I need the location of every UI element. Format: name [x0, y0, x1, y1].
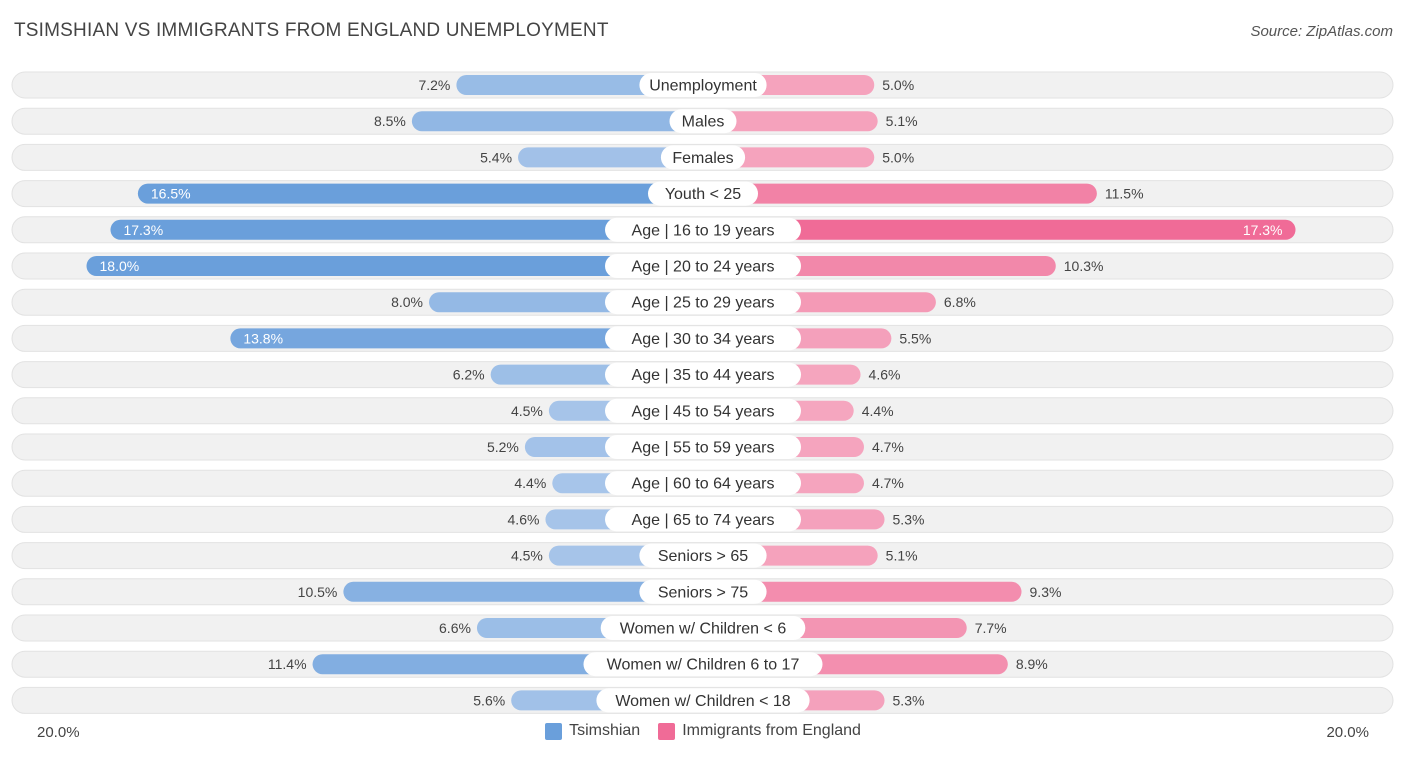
bar-tsimshian-seniors-75 [343, 581, 703, 602]
value-label-tsimshian-age-65-to-74-years: 4.6% [508, 511, 540, 527]
value-label-tsimshian-age-16-to-19-years: 17.3% [123, 222, 163, 238]
value-label-immigrants-from-england-age-25-to-29-years: 6.8% [944, 294, 976, 310]
category-pill-age-45-to-54-years [605, 398, 801, 423]
category-pill-seniors-75 [639, 579, 767, 604]
value-label-tsimshian-unemployment: 7.2% [418, 77, 450, 93]
value-label-immigrants-from-england-youth-25: 11.5% [1105, 186, 1144, 202]
category-pill-seniors-65 [639, 543, 767, 568]
category-label-age-55-to-59-years: Age | 55 to 59 years [632, 440, 775, 457]
bar-immigrants-from-england-females [703, 147, 875, 168]
value-label-tsimshian-women-w-children-6-to-17: 11.4% [268, 656, 307, 672]
bar-tsimshian-age-20-to-24-years [86, 256, 703, 276]
legend-label-tsimshian: Tsimshian [569, 722, 641, 739]
category-pill-age-65-to-74-years [605, 507, 801, 532]
legend-label-immigrants-from-england: Immigrants from England [682, 722, 861, 739]
value-label-tsimshian-age-60-to-64-years: 4.4% [514, 475, 546, 491]
category-pill-age-60-to-64-years [605, 471, 801, 496]
value-label-immigrants-from-england-age-20-to-24-years: 10.3% [1064, 258, 1104, 274]
value-label-tsimshian-males: 8.5% [374, 113, 406, 129]
category-pill-age-35-to-44-years [605, 362, 801, 387]
legend-item-immigrants-from-england: Immigrants from England [658, 722, 861, 740]
category-pill-age-20-to-24-years [605, 254, 801, 278]
legend-swatch-tsimshian [545, 722, 563, 740]
category-label-age-25-to-29-years: Age | 25 to 29 years [632, 295, 775, 312]
bar-tsimshian-youth-25 [137, 183, 703, 204]
value-label-tsimshian-seniors-65: 4.5% [511, 548, 543, 564]
value-label-immigrants-from-england-women-w-children-6: 7.7% [975, 620, 1007, 636]
value-label-tsimshian-seniors-75: 10.5% [298, 584, 338, 600]
value-label-tsimshian-age-20-to-24-years: 18.0% [100, 258, 140, 274]
value-label-tsimshian-women-w-children-18: 5.6% [473, 692, 505, 708]
category-label-women-w-children-6-to-17: Women w/ Children 6 to 17 [607, 657, 800, 674]
value-label-immigrants-from-england-age-35-to-44-years: 4.6% [869, 367, 901, 383]
value-label-immigrants-from-england-age-65-to-74-years: 5.3% [893, 511, 925, 527]
category-label-males: Males [682, 114, 725, 131]
category-pill-females [660, 145, 746, 170]
legend-item-tsimshian: Tsimshian [545, 722, 640, 740]
chart-title: TSIMSHIAN VS IMMIGRANTS FROM ENGLAND UNE… [14, 20, 609, 41]
category-label-unemployment: Unemployment [649, 78, 757, 95]
value-label-immigrants-from-england-females: 5.0% [882, 149, 914, 165]
bar-immigrants-from-england-youth-25 [703, 183, 1097, 204]
source-label: Source: ZipAtlas.com [1250, 23, 1393, 40]
legend-swatch-immigrants-from-england [658, 722, 676, 740]
category-label-age-35-to-44-years: Age | 35 to 44 years [632, 367, 775, 384]
value-label-tsimshian-youth-25: 16.5% [151, 186, 191, 202]
value-label-immigrants-from-england-age-55-to-59-years: 4.7% [872, 439, 904, 455]
category-label-women-w-children-18: Women w/ Children < 18 [615, 693, 790, 710]
category-label-women-w-children-6: Women w/ Children < 6 [620, 621, 787, 638]
value-label-tsimshian-females: 5.4% [480, 149, 512, 165]
value-label-immigrants-from-england-age-60-to-64-years: 4.7% [872, 475, 904, 491]
category-label-seniors-65: Seniors > 65 [658, 548, 748, 565]
value-label-tsimshian-age-45-to-54-years: 4.5% [511, 403, 543, 419]
category-label-age-20-to-24-years: Age | 20 to 24 years [632, 259, 775, 276]
value-label-immigrants-from-england-seniors-65: 5.1% [886, 548, 918, 564]
category-pill-women-w-children-6 [600, 616, 806, 640]
category-label-age-65-to-74-years: Age | 65 to 74 years [632, 512, 775, 529]
value-label-immigrants-from-england-males: 5.1% [886, 113, 918, 129]
bar-immigrants-from-england-seniors-75 [703, 581, 1022, 602]
value-label-tsimshian-age-30-to-34-years: 13.8% [243, 330, 283, 346]
category-label-females: Females [672, 150, 733, 167]
bar-tsimshian-age-16-to-19-years [110, 219, 704, 240]
category-pill-age-55-to-59-years [605, 435, 801, 459]
axis-left-label: 20.0% [37, 724, 80, 741]
legend: Tsimshian Immigrants from England [0, 722, 1406, 740]
value-label-tsimshian-age-25-to-29-years: 8.0% [391, 294, 423, 310]
category-pill-women-w-children-6-to-17 [583, 652, 823, 677]
category-pill-women-w-children-18 [596, 688, 810, 713]
value-label-tsimshian-age-35-to-44-years: 6.2% [453, 367, 485, 383]
bar-tsimshian-age-30-to-34-years [230, 328, 703, 349]
category-pill-age-25-to-29-years [605, 290, 801, 315]
value-label-immigrants-from-england-age-30-to-34-years: 5.5% [899, 330, 931, 346]
category-label-age-16-to-19-years: Age | 16 to 19 years [632, 222, 775, 239]
bar-tsimshian-females [518, 147, 703, 168]
value-label-immigrants-from-england-seniors-75: 9.3% [1030, 584, 1062, 600]
category-pill-age-30-to-34-years [605, 326, 801, 351]
value-label-immigrants-from-england-unemployment: 5.0% [882, 77, 914, 93]
bar-immigrants-from-england-age-16-to-19-years [703, 219, 1296, 240]
value-label-immigrants-from-england-age-16-to-19-years: 17.3% [1243, 222, 1283, 238]
category-label-youth-25: Youth < 25 [665, 186, 741, 203]
value-label-immigrants-from-england-women-w-children-18: 5.3% [893, 692, 925, 708]
value-label-immigrants-from-england-women-w-children-6-to-17: 8.9% [1016, 656, 1048, 672]
bar-immigrants-from-england-males [703, 111, 878, 132]
category-label-age-30-to-34-years: Age | 30 to 34 years [632, 331, 775, 348]
category-pill-males [669, 109, 737, 134]
category-pill-unemployment [639, 73, 767, 97]
category-pill-youth-25 [648, 181, 758, 206]
category-label-seniors-75: Seniors > 75 [658, 584, 748, 601]
category-label-age-45-to-54-years: Age | 45 to 54 years [632, 403, 775, 420]
value-label-tsimshian-age-55-to-59-years: 5.2% [487, 439, 519, 455]
value-label-immigrants-from-england-age-45-to-54-years: 4.4% [862, 403, 894, 419]
axis-right-label: 20.0% [1326, 724, 1369, 741]
value-label-tsimshian-women-w-children-6: 6.6% [439, 620, 471, 636]
category-label-age-60-to-64-years: Age | 60 to 64 years [632, 476, 775, 493]
bar-tsimshian-males [411, 111, 703, 132]
category-pill-age-16-to-19-years [605, 217, 801, 242]
